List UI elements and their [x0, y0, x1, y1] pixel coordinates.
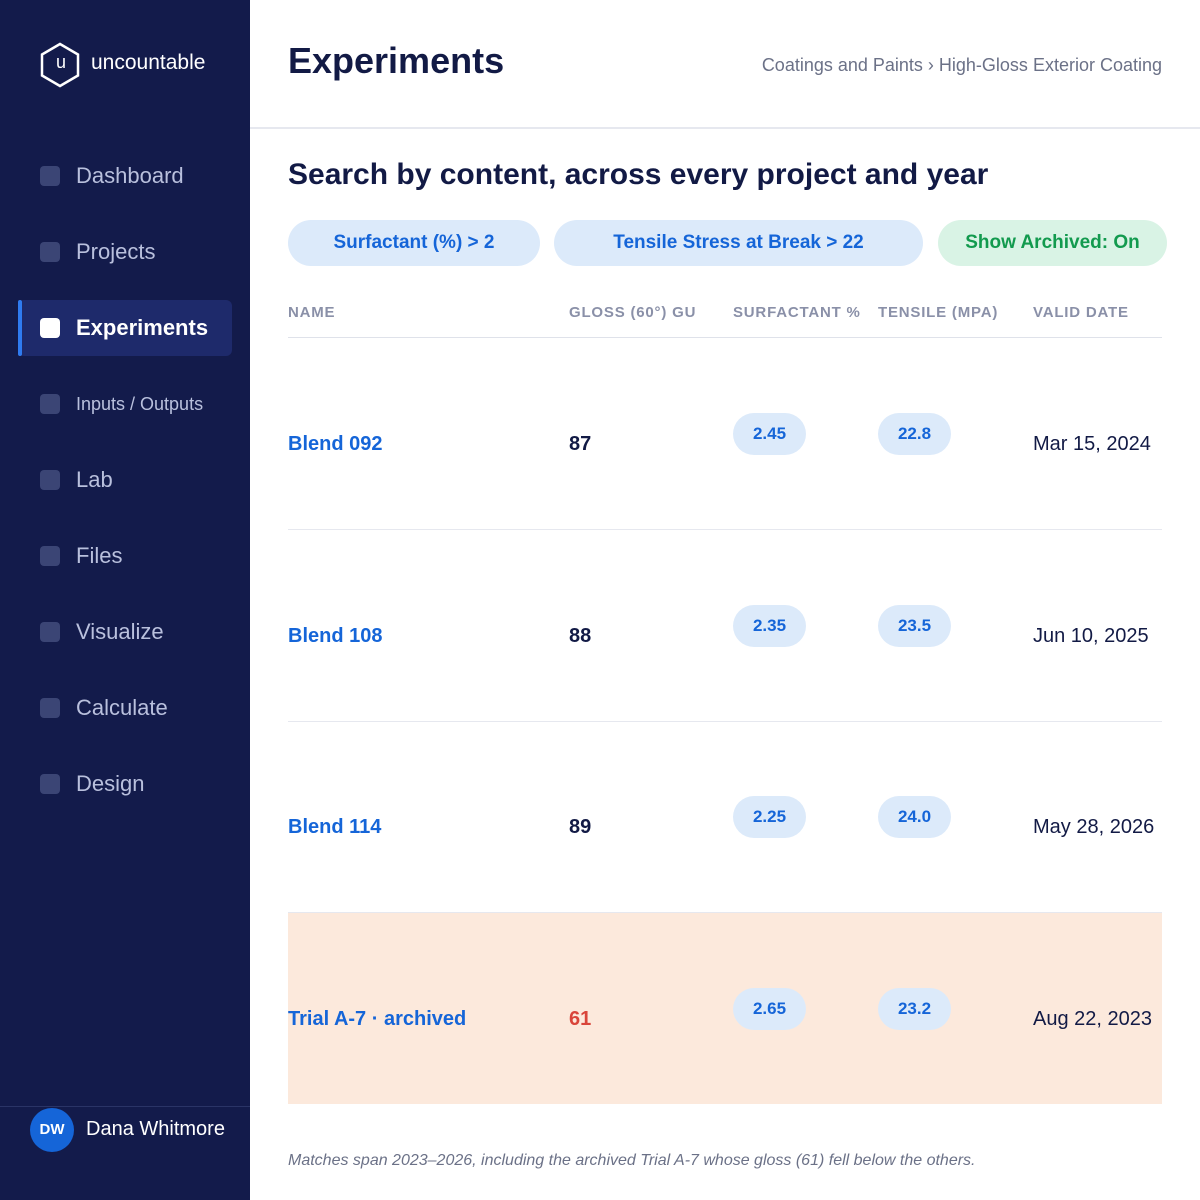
divider	[250, 127, 1200, 129]
nav-label: Lab	[76, 467, 113, 492]
nav-item[interactable]: Inputs / Outputs	[18, 376, 232, 432]
experiment-link[interactable]: Blend 114	[288, 816, 382, 838]
column-header[interactable]: GLOSS (60°) GU	[569, 304, 697, 321]
page-title: Experiments	[288, 40, 505, 81]
nav-label: Dashboard	[76, 163, 184, 188]
column-header[interactable]: VALID DATE	[1033, 304, 1129, 321]
value-pill: 23.5	[878, 604, 951, 647]
filter-chip[interactable]: Show Archived: On	[938, 220, 1167, 266]
nav-icon	[40, 622, 60, 642]
value-pill: 2.25	[733, 796, 806, 838]
sidebar: u uncountable Dashboard Projects Experimen…	[0, 0, 250, 1200]
nav-item[interactable]: Lab	[18, 452, 232, 508]
nav-item[interactable]: Design	[18, 756, 232, 812]
nav-label: Inputs / Outputs	[76, 394, 204, 414]
nav-item[interactable]: Visualize	[18, 604, 232, 660]
nav-icon	[40, 242, 60, 262]
value-pill: 24.0	[878, 796, 951, 838]
experiment-link[interactable]: Blend 092	[288, 433, 383, 455]
search-heading: Search by content, across every project …	[288, 158, 989, 191]
nav-icon	[40, 470, 60, 490]
nav-icon	[40, 166, 60, 186]
nav-item[interactable]: Dashboard	[18, 148, 232, 204]
divider	[0, 1106, 250, 1107]
nav-label: Design	[76, 771, 145, 796]
logo-icon	[40, 42, 80, 88]
nav-icon	[40, 774, 60, 794]
column-header[interactable]: TENSILE (MPA)	[878, 304, 999, 321]
nav-item[interactable]: Files	[18, 528, 232, 584]
gloss-value: 89	[569, 816, 592, 838]
valid-date: Mar 15, 2024	[1033, 433, 1151, 455]
user-name[interactable]: Dana Whitmore	[86, 1118, 225, 1140]
nav-icon	[40, 546, 60, 566]
footnote: Matches span 2023–2026, including the ar…	[288, 1152, 976, 1169]
nav-item[interactable]: Projects	[18, 224, 232, 280]
logo-letter: u	[55, 52, 66, 72]
nav-label: Projects	[76, 239, 156, 264]
experiment-link[interactable]: Blend 108	[288, 624, 383, 647]
value-pill: 2.65	[733, 987, 806, 1030]
filter-chip[interactable]: Surfactant (%) > 2	[288, 220, 540, 266]
filter-chip[interactable]: Tensile Stress at Break > 22	[554, 220, 923, 266]
valid-date: May 28, 2026	[1033, 816, 1155, 838]
valid-date: Aug 22, 2023	[1033, 1007, 1152, 1030]
avatar[interactable]: DW	[30, 1108, 74, 1152]
table-row[interactable]: Trial A-7 · archived 61 2.65 23.2 Aug 22, 20…	[288, 912, 1162, 1104]
column-header[interactable]: SURFACTANT %	[733, 304, 861, 321]
column-header[interactable]: NAME	[288, 304, 336, 321]
experiment-link[interactable]: Trial A-7 · archived	[288, 1007, 467, 1030]
nav-label: Experiments	[76, 315, 209, 340]
nav-item[interactable]: Experiments	[18, 300, 232, 356]
gloss-value: 87	[569, 433, 592, 455]
header-divider	[288, 337, 1162, 338]
nav-icon	[40, 318, 60, 338]
table-row[interactable]: Blend 092 87 2.45 22.8 Mar 15, 2024	[288, 338, 1162, 530]
gloss-value: 61	[569, 1007, 592, 1030]
value-pill: 2.45	[733, 413, 806, 455]
nav-label: Visualize	[76, 619, 164, 644]
table-row[interactable]: Blend 108 88 2.35 23.5 Jun 10, 2025	[288, 530, 1162, 722]
value-pill: 2.35	[733, 604, 806, 647]
value-pill: 23.2	[878, 987, 951, 1030]
nav-icon	[40, 394, 60, 414]
nav-label: Files	[76, 543, 123, 568]
nav-label: Calculate	[76, 695, 168, 720]
table-row[interactable]: Blend 114 89 2.25 24.0 May 28, 2026	[288, 721, 1162, 913]
nav-icon	[40, 698, 60, 718]
gloss-value: 88	[569, 624, 592, 647]
breadcrumb[interactable]: Coatings and Paints › High-Gloss Exterio…	[761, 55, 1162, 75]
brand-name: uncountable	[91, 51, 206, 74]
value-pill: 22.8	[878, 413, 951, 455]
valid-date: Jun 10, 2025	[1033, 624, 1149, 647]
nav-item[interactable]: Calculate	[18, 680, 232, 736]
